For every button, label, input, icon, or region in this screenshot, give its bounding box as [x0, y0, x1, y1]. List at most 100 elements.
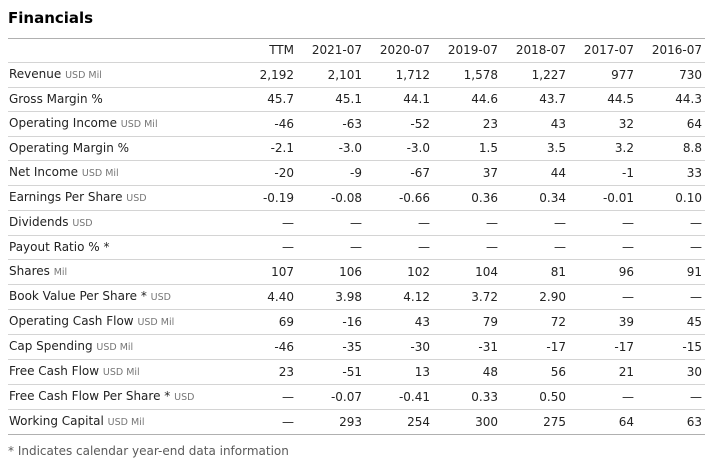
page-title: Financials — [8, 9, 94, 27]
value-cell: 56 — [501, 359, 569, 385]
value-cell: 254 — [407, 414, 430, 429]
row-unit: Mil — [53, 267, 68, 278]
financials-table: TTM 2021-07 2020-07 2019-07 2018-07 2017-07 20… — [8, 38, 705, 435]
value-cell: — — [501, 210, 569, 236]
value-cell: 30 — [637, 359, 705, 385]
value-cell: 0.36 — [433, 185, 501, 211]
row-unit: USD Mil — [137, 317, 175, 328]
value-cell: — — [229, 235, 297, 260]
row-unit: USD — [174, 392, 195, 403]
value-cell: — — [229, 210, 297, 236]
value-cell: 43 — [501, 111, 569, 137]
value-cell: -17 — [569, 334, 637, 360]
value-cell: 45.1 — [297, 87, 365, 112]
row-unit: USD Mil — [120, 119, 158, 130]
value-cell: -0.19 — [229, 185, 297, 211]
value-cell: 44.1 — [365, 87, 433, 112]
table-row: Net Income USD Mil -20 -9 -67 37 44 -1 33 — [8, 160, 705, 186]
value-cell: 106 — [297, 259, 365, 285]
value-cell: — — [569, 210, 637, 236]
value-cell: 37 — [433, 160, 501, 186]
value-cell: 81 — [501, 259, 569, 285]
row-label-cell: Free Cash Flow USD Mil — [8, 359, 229, 385]
table-row: Operating Margin % -2.1 -3.0 -3.0 1.5 3.5 3.2 8… — [8, 136, 705, 161]
table-row: Operating Cash Flow USD Mil 69 -16 43 79 72 39… — [8, 309, 705, 335]
value-cell: 48 — [433, 359, 501, 385]
row-label: Earnings Per Share — [9, 190, 123, 204]
row-label-cell: Book Value Per Share * USD — [8, 284, 229, 310]
value-cell: -46 — [229, 111, 297, 137]
value-cell: 1,227 — [501, 62, 569, 88]
value-cell: 44.5 — [569, 87, 637, 112]
value-cell: — — [569, 235, 637, 260]
value-cell: — — [365, 210, 433, 236]
value-cell: 64 — [618, 414, 634, 429]
column-header: 2021-07 — [297, 38, 365, 63]
row-label-cell: Payout Ratio % * — [8, 235, 229, 260]
value-cell: -9 — [297, 160, 365, 186]
value-cell: 8.8 — [637, 136, 705, 161]
row-label-cell: Gross Margin % — [8, 87, 229, 112]
value-cell: — — [433, 235, 501, 260]
value-cell: — — [637, 384, 705, 410]
row-label: Cap Spending — [9, 339, 93, 353]
value-cell: -20 — [229, 160, 297, 186]
column-header: 2019-07 — [433, 38, 501, 63]
table-body: Revenue USD Mil 2,192 2,101 1,712 1,578 1,227… — [8, 62, 705, 435]
column-header: TTM — [229, 38, 297, 63]
value-cell: -67 — [365, 160, 433, 186]
value-cell: 79 — [433, 309, 501, 335]
value-cell: 4.12 — [365, 284, 433, 310]
value-cell: — — [365, 235, 433, 260]
table-row: Shares Mil 107 106 102 104 81 96 91 — [8, 259, 705, 285]
row-label: Revenue — [9, 67, 62, 81]
value-cell: 3.98 — [297, 284, 365, 310]
value-cell: -0.07 — [297, 384, 365, 410]
value-cell: 2,101 — [297, 62, 365, 88]
value-cell: 64 — [637, 111, 705, 137]
value-cell: — — [637, 210, 705, 236]
value-cell: 3.2 — [569, 136, 637, 161]
value-cell: 0.34 — [501, 185, 569, 211]
header-row: TTM 2021-07 2020-07 2019-07 2018-07 2017-07 20… — [8, 38, 705, 63]
value-cell: 91 — [637, 259, 705, 285]
row-unit: USD Mil — [96, 342, 134, 353]
value-cell: -17 — [501, 334, 569, 360]
value-cell: — — [229, 384, 297, 410]
value-cell: — — [637, 235, 705, 260]
value-cell: -63 — [297, 111, 365, 137]
value-cell: -52 — [365, 111, 433, 137]
table-row: Book Value Per Share * USD 4.40 3.98 4.12 3.… — [8, 284, 705, 310]
value-cell: 104 — [433, 259, 501, 285]
row-label-cell: Dividends USD — [8, 210, 229, 236]
row-label: Working Capital — [9, 414, 104, 428]
table-row: Revenue USD Mil 2,192 2,101 1,712 1,578 1,227… — [8, 62, 705, 88]
footnote: * Indicates calendar year-end data infor… — [8, 444, 289, 458]
row-label: Operating Cash Flow — [9, 314, 134, 328]
value-cell: 69 — [229, 309, 297, 335]
column-header: 2016-07 — [637, 38, 705, 63]
value-cell: 0.10 — [637, 185, 705, 211]
row-label-cell: Operating Margin % — [8, 136, 229, 161]
value-cell: -0.66 — [365, 185, 433, 211]
value-cell: 107 — [229, 259, 297, 285]
value-cell: — — [637, 284, 705, 310]
value-cell: -51 — [297, 359, 365, 385]
table-row: Working Capital USD Mil — 293 254 300 275 64 63 — [8, 410, 705, 435]
row-unit: USD — [150, 292, 171, 303]
value-cell: 13 — [365, 359, 433, 385]
value-cell: 63 — [686, 414, 702, 429]
value-cell: — — [282, 414, 294, 429]
row-unit: USD Mil — [81, 168, 119, 179]
value-cell: 1,712 — [365, 62, 433, 88]
value-cell: — — [297, 210, 365, 236]
row-label-cell: Shares Mil — [8, 259, 229, 285]
value-cell: -16 — [297, 309, 365, 335]
value-cell: -31 — [433, 334, 501, 360]
column-header: 2017-07 — [569, 38, 637, 63]
value-cell: 3.72 — [433, 284, 501, 310]
row-label-cell: Free Cash Flow Per Share * USD — [8, 384, 229, 410]
value-cell: 2,192 — [229, 62, 297, 88]
column-header: 2020-07 — [365, 38, 433, 63]
